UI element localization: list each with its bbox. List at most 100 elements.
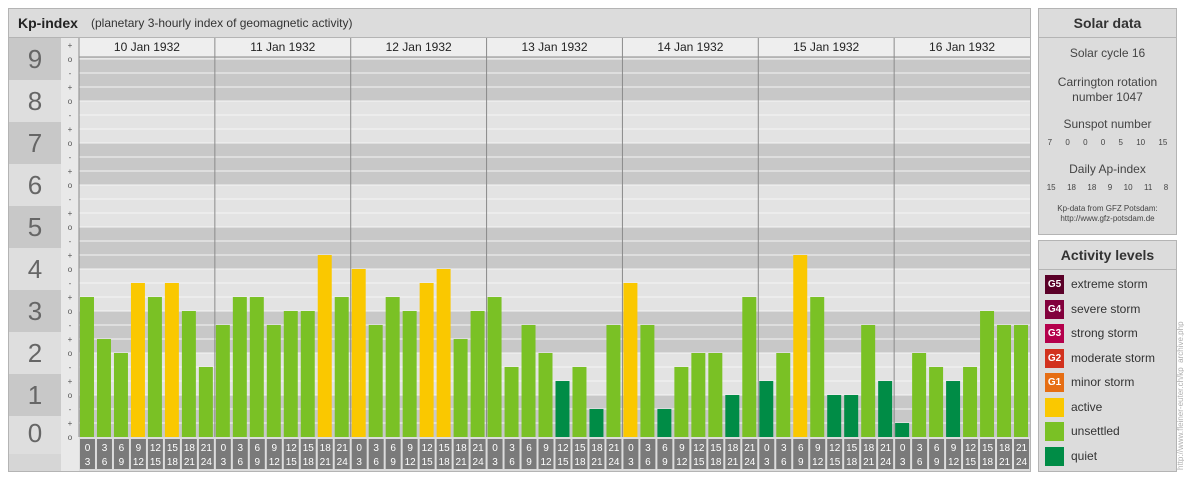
kp-bar-day5-slot5 xyxy=(844,395,859,437)
kp-bar-day1-slot4 xyxy=(283,311,298,437)
y-axis-block-3 xyxy=(9,290,61,332)
kp-bar-day5-slot0 xyxy=(759,381,774,437)
time-end-3-0: 3 xyxy=(492,457,498,468)
kp-bar-day5-slot2 xyxy=(793,255,808,437)
time-end-0-5: 18 xyxy=(167,457,179,468)
kp-bar-day5-slot7 xyxy=(878,381,893,437)
day-label-0: 10 Jan 1932 xyxy=(114,40,180,54)
time-end-0-1: 6 xyxy=(102,457,108,468)
y-tick-label-9: 9 xyxy=(28,44,42,74)
kp-bar-day2-slot7 xyxy=(470,311,485,437)
kp-band-8 xyxy=(61,59,1030,101)
time-cell xyxy=(725,439,741,469)
time-start-2-6: 18 xyxy=(456,443,468,454)
activity-levels-title: Activity levels xyxy=(1039,241,1176,270)
time-start-0-4: 12 xyxy=(150,443,162,454)
y-subtick-8-0: o xyxy=(68,97,73,106)
time-start-5-2: 6 xyxy=(798,443,804,454)
kp-bar-day4-slot3 xyxy=(674,366,689,437)
time-end-3-5: 18 xyxy=(574,457,586,468)
time-start-1-4: 12 xyxy=(286,443,298,454)
time-end-1-7: 24 xyxy=(337,457,349,468)
y-axis-block-1 xyxy=(9,374,61,416)
kp-bar-day4-slot7 xyxy=(742,297,757,437)
kp-bar-day0-slot5 xyxy=(164,282,179,437)
kp-bar-day4-slot4 xyxy=(691,353,706,437)
legend-item-quiet: quiet xyxy=(1045,446,1175,467)
legend-label: severe storm xyxy=(1071,301,1141,316)
time-end-4-3: 12 xyxy=(676,457,688,468)
sunspot-value-6: 15 xyxy=(1158,138,1168,147)
time-cell xyxy=(1014,439,1029,469)
time-end-6-4: 15 xyxy=(965,457,977,468)
kp-bar-day0-slot3 xyxy=(130,282,145,437)
time-cell xyxy=(232,439,248,469)
time-end-6-3: 12 xyxy=(948,457,960,468)
activity-levels-panel: Activity levels G5 extreme storm G4 severe … xyxy=(1038,240,1177,472)
time-cell xyxy=(164,439,180,469)
time-end-2-7: 24 xyxy=(473,457,485,468)
kp-bar-day4-slot5 xyxy=(708,353,723,437)
time-cell xyxy=(487,439,503,469)
y-tick-label-5: 5 xyxy=(28,212,42,242)
time-end-1-5: 18 xyxy=(303,457,315,468)
time-cell xyxy=(929,439,945,469)
kp-band-3 xyxy=(61,269,1030,311)
kp-bar-day1-slot2 xyxy=(249,297,264,437)
time-start-5-1: 3 xyxy=(781,443,787,454)
time-cell xyxy=(674,439,690,469)
kp-band-2 xyxy=(61,311,1030,353)
y-subtick-2-1: + xyxy=(68,335,73,344)
ap-value-1: 18 xyxy=(1067,183,1076,192)
time-end-4-6: 21 xyxy=(727,457,739,468)
source-line-2: http://www.gfz-potsdam.de xyxy=(1060,214,1155,223)
kp-bar-day0-slot0 xyxy=(80,297,94,437)
y-subtick-6-0: o xyxy=(68,181,73,190)
sunspot-value-5: 10 xyxy=(1136,138,1146,147)
time-end-5-3: 12 xyxy=(812,457,824,468)
kp-bar-day2-slot0 xyxy=(351,269,366,437)
time-cell xyxy=(793,439,809,469)
kp-bar-day3-slot6 xyxy=(589,408,604,437)
time-start-2-5: 15 xyxy=(439,443,451,454)
solar-data-panel: Solar data Solar cycle 16 Carrington rot… xyxy=(1038,8,1177,235)
time-start-4-5: 15 xyxy=(710,443,722,454)
kp-bar-day5-slot1 xyxy=(776,353,791,437)
y-subtick-0-o: o xyxy=(68,433,73,442)
time-end-5-7: 24 xyxy=(880,457,892,468)
time-start-4-7: 21 xyxy=(744,443,756,454)
kp-bar-day2-slot6 xyxy=(453,339,468,437)
time-start-6-7: 21 xyxy=(1016,443,1028,454)
time-start-6-2: 6 xyxy=(934,443,940,454)
kp-bar-day0-slot2 xyxy=(113,353,128,437)
kp-bar-day4-slot0 xyxy=(623,282,638,437)
time-cell xyxy=(198,439,214,469)
time-cell xyxy=(266,439,282,469)
kp-bar-day3-slot0 xyxy=(487,297,502,437)
time-start-5-7: 21 xyxy=(880,443,892,454)
day-label-2: 12 Jan 1932 xyxy=(386,40,452,54)
legend-swatch: G2 xyxy=(1045,348,1064,368)
kp-bar-day1-slot7 xyxy=(334,297,349,437)
time-cell xyxy=(606,439,622,469)
time-end-1-6: 21 xyxy=(320,457,332,468)
kp-bar-day2-slot3 xyxy=(402,311,417,437)
y-axis-block-8 xyxy=(9,80,61,122)
y-axis-block-2 xyxy=(9,332,61,374)
y-subtick-5-2: - xyxy=(69,195,72,204)
legend-item-severe-storm: G4 severe storm xyxy=(1045,299,1175,320)
time-end-1-3: 12 xyxy=(269,457,281,468)
time-start-1-1: 3 xyxy=(238,443,244,454)
kp-chart-panel: Kp-index (planetary 3-hourly index of ge… xyxy=(8,8,1031,472)
time-start-3-2: 6 xyxy=(526,443,532,454)
time-cell xyxy=(351,439,367,469)
time-start-6-5: 15 xyxy=(982,443,994,454)
time-cell xyxy=(249,439,265,469)
time-start-1-0: 0 xyxy=(221,443,227,454)
time-cell xyxy=(810,439,826,469)
time-end-4-4: 15 xyxy=(693,457,705,468)
chart-title-bar: Kp-index (planetary 3-hourly index of ge… xyxy=(9,9,1030,38)
kp-bar-day3-slot3 xyxy=(538,353,553,437)
kp-bar-day3-slot5 xyxy=(572,366,587,437)
time-end-1-0: 3 xyxy=(221,457,227,468)
